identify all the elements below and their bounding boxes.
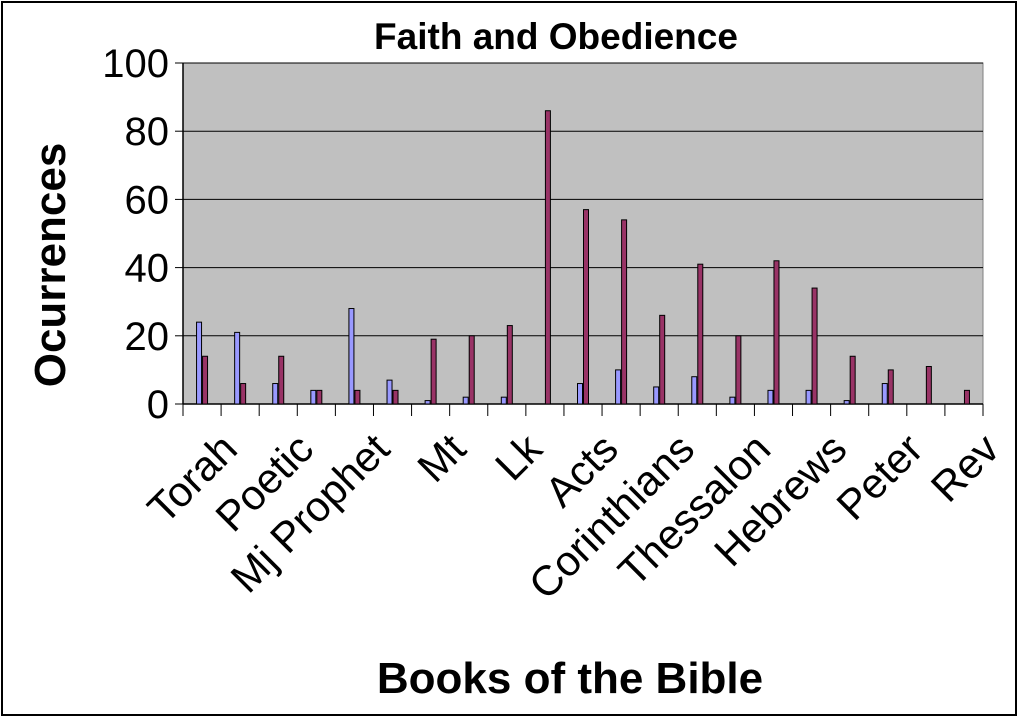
bar-series1-6 xyxy=(424,400,431,405)
chart-title: Faith and Obedience xyxy=(374,16,738,57)
bar-series1-10 xyxy=(577,383,583,405)
bar-series1-1 xyxy=(234,331,241,405)
bar-series2-15 xyxy=(773,260,780,405)
bar-series2-5 xyxy=(392,389,399,405)
bar-series2-19 xyxy=(925,365,932,405)
bar-series1-4 xyxy=(348,308,355,405)
faith-obedience-chart: Faith and Obedience Ocurrences Books of … xyxy=(26,16,1008,703)
bar-series1-18 xyxy=(881,383,888,405)
bar-series2-16 xyxy=(811,287,818,405)
bar-series2-14 xyxy=(735,335,742,405)
bar-series2-12 xyxy=(659,314,666,405)
x-tick-label: Rev xyxy=(922,425,1008,511)
bar-series2-10 xyxy=(583,209,589,405)
bar-series2-20 xyxy=(963,389,970,405)
bar-series1-3 xyxy=(310,389,317,405)
bar-series2-4 xyxy=(354,389,361,405)
bar-series1-7 xyxy=(462,396,469,405)
bar-series1-2 xyxy=(272,383,279,405)
bar-series1-0 xyxy=(196,321,203,405)
bar-series2-7 xyxy=(468,335,475,405)
bar-series1-5 xyxy=(386,379,393,405)
bar-series2-17 xyxy=(849,355,856,405)
bar-series2-18 xyxy=(887,369,894,405)
bar-series2-11 xyxy=(621,219,628,405)
y-tick-label: 100 xyxy=(102,42,169,86)
bar-series2-9 xyxy=(544,110,551,405)
bar-series2-8 xyxy=(506,325,513,405)
bar-series1-17 xyxy=(843,400,850,405)
bar-series2-0 xyxy=(202,355,209,405)
y-tick-label: 60 xyxy=(125,178,170,222)
y-tick-label: 80 xyxy=(125,110,170,154)
bar-series1-15 xyxy=(767,389,774,405)
bar-series1-16 xyxy=(805,389,812,405)
bar-series1-11 xyxy=(615,369,622,405)
y-tick-label: 40 xyxy=(125,247,170,291)
y-tick-label: 0 xyxy=(147,383,169,427)
bar-series2-3 xyxy=(316,389,323,405)
bar-series1-8 xyxy=(500,396,507,405)
bar-series1-14 xyxy=(729,396,736,405)
bar-series2-13 xyxy=(697,263,704,405)
y-tick-label: 20 xyxy=(125,315,170,359)
bar-series2-1 xyxy=(240,383,247,405)
bar-series1-12 xyxy=(653,386,660,405)
x-tick-label: Peter xyxy=(827,425,931,529)
bar-series2-2 xyxy=(278,355,285,405)
x-tick-label: Mt xyxy=(408,424,474,490)
y-axis-title: Ocurrences xyxy=(26,143,75,388)
bar-series2-6 xyxy=(430,338,437,405)
bar-series1-13 xyxy=(691,376,698,405)
x-axis-title: Books of the Bible xyxy=(377,654,763,703)
